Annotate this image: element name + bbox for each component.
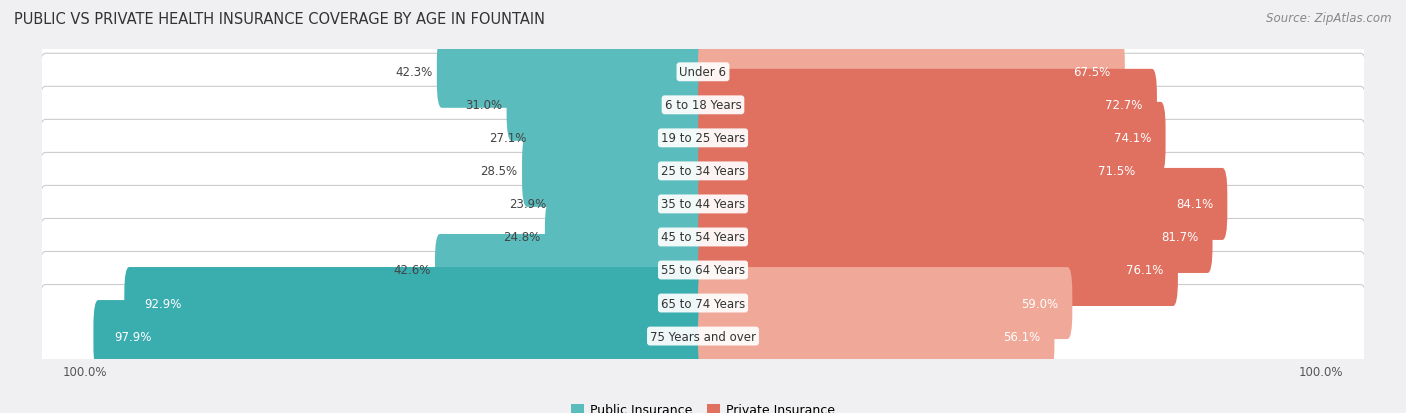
FancyBboxPatch shape [38,252,1368,355]
Text: 55 to 64 Years: 55 to 64 Years [661,264,745,277]
Text: 65 to 74 Years: 65 to 74 Years [661,297,745,310]
FancyBboxPatch shape [697,70,1157,142]
FancyBboxPatch shape [551,169,709,240]
Text: PUBLIC VS PRIVATE HEALTH INSURANCE COVERAGE BY AGE IN FOUNTAIN: PUBLIC VS PRIVATE HEALTH INSURANCE COVER… [14,12,546,27]
Text: 67.5%: 67.5% [1073,66,1111,79]
FancyBboxPatch shape [697,135,1150,207]
FancyBboxPatch shape [38,21,1368,124]
FancyBboxPatch shape [124,267,709,339]
Text: 6 to 18 Years: 6 to 18 Years [665,99,741,112]
FancyBboxPatch shape [697,300,1054,372]
FancyBboxPatch shape [530,102,709,174]
Text: 25 to 34 Years: 25 to 34 Years [661,165,745,178]
FancyBboxPatch shape [38,219,1368,322]
Text: 56.1%: 56.1% [1002,330,1040,343]
FancyBboxPatch shape [697,202,1212,273]
Text: 42.6%: 42.6% [394,264,430,277]
FancyBboxPatch shape [38,186,1368,289]
Text: 92.9%: 92.9% [145,297,181,310]
FancyBboxPatch shape [434,235,709,306]
Text: 28.5%: 28.5% [481,165,517,178]
FancyBboxPatch shape [437,37,709,109]
Text: 59.0%: 59.0% [1021,297,1059,310]
Text: 72.7%: 72.7% [1105,99,1143,112]
Text: 75 Years and over: 75 Years and over [650,330,756,343]
FancyBboxPatch shape [697,37,1125,109]
Text: 71.5%: 71.5% [1098,165,1135,178]
Text: 19 to 25 Years: 19 to 25 Years [661,132,745,145]
FancyBboxPatch shape [93,300,709,372]
Text: 31.0%: 31.0% [465,99,502,112]
FancyBboxPatch shape [697,267,1073,339]
FancyBboxPatch shape [697,102,1166,174]
FancyBboxPatch shape [697,169,1227,240]
Text: 24.8%: 24.8% [503,231,540,244]
Text: 84.1%: 84.1% [1175,198,1213,211]
Text: 97.9%: 97.9% [114,330,152,343]
FancyBboxPatch shape [38,87,1368,190]
FancyBboxPatch shape [38,153,1368,256]
Text: 74.1%: 74.1% [1114,132,1152,145]
Legend: Public Insurance, Private Insurance: Public Insurance, Private Insurance [567,398,839,413]
FancyBboxPatch shape [38,285,1368,388]
Text: Under 6: Under 6 [679,66,727,79]
FancyBboxPatch shape [38,120,1368,223]
Text: 45 to 54 Years: 45 to 54 Years [661,231,745,244]
FancyBboxPatch shape [506,70,709,142]
Text: 23.9%: 23.9% [509,198,546,211]
Text: Source: ZipAtlas.com: Source: ZipAtlas.com [1267,12,1392,25]
Text: 81.7%: 81.7% [1161,231,1198,244]
Text: 35 to 44 Years: 35 to 44 Years [661,198,745,211]
FancyBboxPatch shape [38,54,1368,157]
FancyBboxPatch shape [697,235,1178,306]
Text: 27.1%: 27.1% [489,132,526,145]
FancyBboxPatch shape [546,202,709,273]
FancyBboxPatch shape [522,135,709,207]
Text: 42.3%: 42.3% [395,66,433,79]
Text: 76.1%: 76.1% [1126,264,1164,277]
